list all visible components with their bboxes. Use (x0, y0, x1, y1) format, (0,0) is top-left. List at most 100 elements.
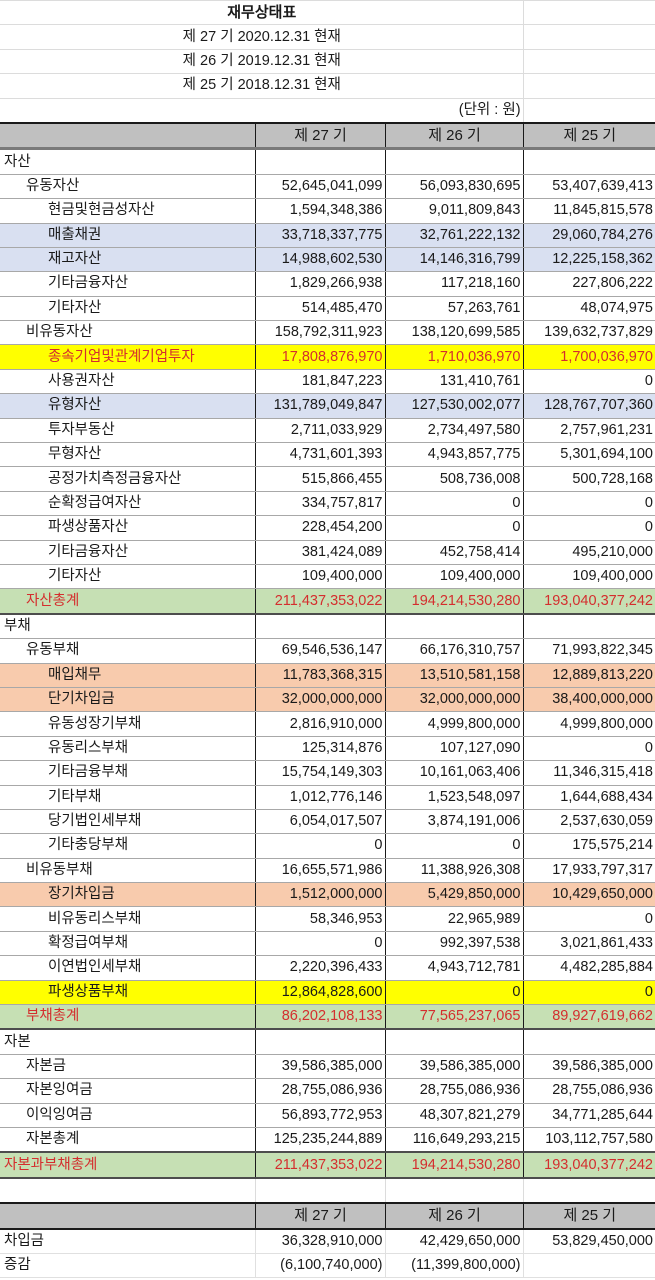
empty-cell[interactable] (254, 1177, 385, 1204)
row-label[interactable]: 차입금 (0, 1228, 255, 1254)
value-25[interactable]: 0 (522, 736, 655, 762)
empty-cell[interactable] (522, 1177, 655, 1204)
unit-label[interactable]: (단위 : 원) (0, 97, 524, 122)
value-26[interactable]: 452,758,414 (384, 540, 523, 565)
value-26[interactable]: 56,093,830,695 (384, 174, 523, 200)
value-27[interactable]: 58,346,953 (254, 906, 385, 932)
row-label[interactable]: 부채총계 (0, 1004, 255, 1031)
value-25[interactable]: 53,829,450,000 (522, 1228, 655, 1254)
row-label[interactable]: 기타자산 (0, 296, 255, 322)
value-27[interactable]: 17,808,876,970 (254, 344, 385, 370)
value-27[interactable]: 334,757,817 (254, 491, 385, 517)
value-26[interactable]: 2,734,497,580 (384, 418, 523, 444)
value-25[interactable]: 4,999,800,000 (522, 711, 655, 737)
row-label[interactable]: 유동성장기부채 (0, 711, 255, 737)
row-label[interactable]: 유형자산 (0, 393, 255, 419)
value-27[interactable]: 1,512,000,000 (254, 882, 385, 908)
value-25[interactable]: 500,728,168 (522, 466, 655, 492)
value-25[interactable]: 1,700,036,970 (522, 344, 655, 370)
row-label[interactable]: 유동리스부채 (0, 736, 255, 762)
column-header-label[interactable] (0, 1202, 255, 1230)
row-label[interactable]: 장기차입금 (0, 882, 255, 908)
value-26[interactable]: 992,397,538 (384, 931, 523, 957)
row-label[interactable]: 기타부채 (0, 785, 255, 810)
row-label[interactable]: 자본과부채총계 (0, 1152, 255, 1179)
value-26[interactable]: 42,429,650,000 (384, 1228, 523, 1254)
value-25[interactable]: 0 (522, 491, 655, 517)
value-27[interactable]: 39,586,385,000 (254, 1054, 385, 1080)
period-26[interactable]: 제 26 기 2019.12.31 현재 (0, 48, 524, 74)
value-27[interactable]: 109,400,000 (254, 564, 385, 590)
value-26[interactable]: 77,565,237,065 (384, 1004, 523, 1031)
value-26[interactable]: 11,388,926,308 (384, 858, 523, 884)
value-26[interactable]: 48,307,821,279 (384, 1103, 523, 1128)
value-25[interactable]: 0 (522, 515, 655, 541)
row-label[interactable]: 기타금융자산 (0, 540, 255, 565)
period-25[interactable]: 제 25 기 2018.12.31 현재 (0, 73, 524, 99)
value-26[interactable]: 107,127,090 (384, 736, 523, 762)
value-25[interactable]: 17,933,797,317 (522, 858, 655, 884)
value-27[interactable]: 32,000,000,000 (254, 687, 385, 713)
value-25[interactable]: 128,767,707,360 (522, 393, 655, 419)
row-label[interactable]: 자본총계 (0, 1127, 255, 1154)
empty-cell[interactable] (0, 1177, 255, 1204)
row-label[interactable]: 기타충당부채 (0, 833, 255, 859)
column-header-27[interactable]: 제 27 기 (254, 121, 385, 151)
value-27[interactable]: 514,485,470 (254, 296, 385, 322)
value-27[interactable]: 52,645,041,099 (254, 174, 385, 200)
value-27[interactable]: 181,847,223 (254, 369, 385, 395)
value-25[interactable]: 227,806,222 (522, 271, 655, 297)
value-25[interactable]: 28,755,086,936 (522, 1078, 655, 1104)
empty-cell[interactable] (522, 73, 655, 99)
value-26[interactable]: 131,410,761 (384, 369, 523, 395)
value-26[interactable] (384, 1029, 523, 1055)
value-26[interactable]: 194,214,530,280 (384, 588, 523, 615)
value-27[interactable]: 6,054,017,507 (254, 809, 385, 835)
value-26[interactable]: 32,761,222,132 (384, 223, 523, 248)
row-label[interactable]: 현금및현금성자산 (0, 198, 255, 224)
value-27[interactable]: 0 (254, 833, 385, 859)
row-label[interactable]: 부채 (0, 613, 255, 640)
column-header-26[interactable]: 제 26 기 (384, 1202, 523, 1230)
value-27[interactable]: 158,792,311,923 (254, 320, 385, 346)
value-26[interactable]: 39,586,385,000 (384, 1054, 523, 1080)
row-label[interactable]: 파생상품부채 (0, 980, 255, 1006)
value-26[interactable]: 117,218,160 (384, 271, 523, 297)
value-26[interactable]: 1,710,036,970 (384, 344, 523, 370)
value-25[interactable]: 71,993,822,345 (522, 638, 655, 664)
value-27[interactable]: 211,437,353,022 (254, 1152, 385, 1179)
value-25[interactable]: 38,400,000,000 (522, 687, 655, 713)
row-label[interactable]: 자산 (0, 148, 255, 175)
value-25[interactable]: 34,771,285,644 (522, 1103, 655, 1128)
value-25[interactable] (522, 1253, 655, 1279)
row-label[interactable]: 기타금융부채 (0, 760, 255, 786)
value-27[interactable]: 56,893,772,953 (254, 1103, 385, 1128)
value-26[interactable]: 22,965,989 (384, 906, 523, 932)
value-26[interactable]: 28,755,086,936 (384, 1078, 523, 1104)
value-27[interactable]: 1,594,348,386 (254, 198, 385, 224)
value-26[interactable]: 0 (384, 833, 523, 859)
value-25[interactable]: 5,301,694,100 (522, 442, 655, 468)
value-27[interactable]: 0 (254, 931, 385, 957)
row-label[interactable]: 기타자산 (0, 564, 255, 590)
value-27[interactable]: (6,100,740,000) (254, 1253, 385, 1279)
value-26[interactable]: 13,510,581,158 (384, 663, 523, 688)
value-26[interactable]: 127,530,002,077 (384, 393, 523, 419)
value-27[interactable]: 381,424,089 (254, 540, 385, 565)
row-label[interactable]: 비유동부채 (0, 858, 255, 884)
value-25[interactable]: 0 (522, 906, 655, 932)
row-label[interactable]: 무형자산 (0, 442, 255, 468)
value-26[interactable]: 4,999,800,000 (384, 711, 523, 737)
value-25[interactable]: 193,040,377,242 (522, 1152, 655, 1179)
value-27[interactable]: 1,012,776,146 (254, 785, 385, 810)
row-label[interactable]: 순확정급여자산 (0, 491, 255, 517)
row-label[interactable]: 유동부채 (0, 638, 255, 664)
row-label[interactable]: 매출채권 (0, 223, 255, 248)
value-27[interactable]: 15,754,149,303 (254, 760, 385, 786)
value-25[interactable]: 12,889,813,220 (522, 663, 655, 688)
row-label[interactable]: 비유동리스부채 (0, 906, 255, 932)
value-25[interactable]: 10,429,650,000 (522, 882, 655, 908)
value-26[interactable]: 508,736,008 (384, 466, 523, 492)
value-26[interactable]: 109,400,000 (384, 564, 523, 590)
value-25[interactable]: 12,225,158,362 (522, 247, 655, 273)
